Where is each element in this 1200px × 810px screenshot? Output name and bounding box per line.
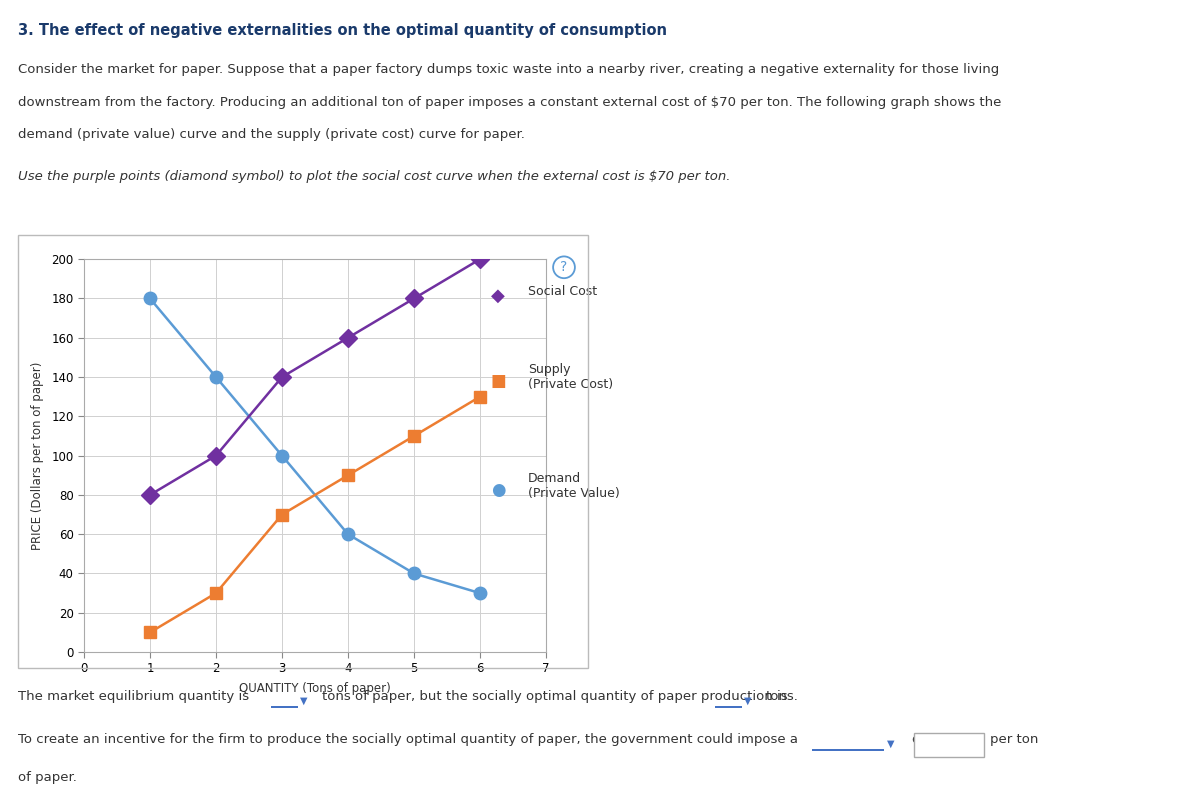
Text: $: $ [920,735,929,748]
Text: ◆: ◆ [491,287,505,305]
X-axis label: QUANTITY (Tons of paper): QUANTITY (Tons of paper) [239,682,391,696]
Text: Social Cost: Social Cost [528,285,598,298]
Text: ●: ● [491,481,505,499]
Text: of: of [911,733,924,746]
Text: 3. The effect of negative externalities on the optimal quantity of consumption: 3. The effect of negative externalities … [18,23,667,38]
Text: ▼: ▼ [744,696,751,706]
Y-axis label: PRICE (Dollars per ton of paper): PRICE (Dollars per ton of paper) [31,361,44,550]
Text: tons.: tons. [766,690,798,703]
Text: Use the purple points (diamond symbol) to plot the social cost curve when the ex: Use the purple points (diamond symbol) t… [18,170,731,183]
Text: ?: ? [560,260,568,275]
Text: of paper.: of paper. [18,771,77,784]
Text: Demand
(Private Value): Demand (Private Value) [528,472,619,500]
Text: To create an incentive for the firm to produce the socially optimal quantity of : To create an incentive for the firm to p… [18,733,798,746]
Text: The market equilibrium quantity is: The market equilibrium quantity is [18,690,250,703]
Text: ▼: ▼ [300,696,307,706]
Text: demand (private value) curve and the supply (private cost) curve for paper.: demand (private value) curve and the sup… [18,128,524,141]
Text: Consider the market for paper. Suppose that a paper factory dumps toxic waste in: Consider the market for paper. Suppose t… [18,63,1000,76]
Text: Supply
(Private Cost): Supply (Private Cost) [528,363,613,390]
Text: downstream from the factory. Producing an additional ton of paper imposes a cons: downstream from the factory. Producing a… [18,96,1001,109]
Text: ▼: ▼ [887,739,894,748]
Text: tons of paper, but the socially optimal quantity of paper production is: tons of paper, but the socially optimal … [322,690,787,703]
Text: ■: ■ [490,372,506,390]
Text: per ton: per ton [990,733,1038,746]
